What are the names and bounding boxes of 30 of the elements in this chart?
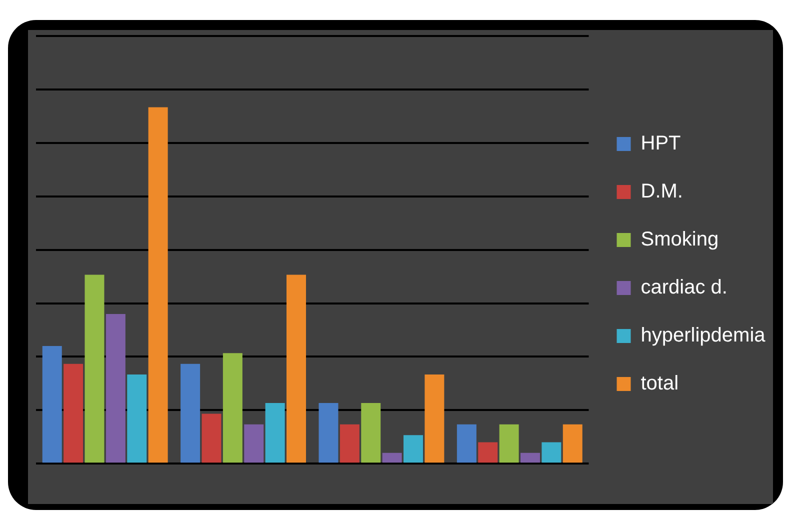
bar xyxy=(562,424,582,463)
legend-label: HPT xyxy=(640,132,681,155)
legend-label: hyperlipdemia xyxy=(640,324,766,347)
bar xyxy=(148,107,168,463)
legend-label: D.M. xyxy=(640,180,683,203)
bar xyxy=(361,403,381,463)
bar xyxy=(424,374,444,463)
bar xyxy=(127,374,147,463)
legend-label: cardiac d. xyxy=(640,276,728,299)
bar xyxy=(318,403,338,463)
bar xyxy=(404,435,423,463)
bar xyxy=(499,424,519,463)
bar xyxy=(84,274,104,463)
legend-label: Smoking xyxy=(640,228,719,251)
legend-label: total xyxy=(640,372,679,395)
bar xyxy=(286,274,306,463)
bar xyxy=(340,424,360,463)
bar xyxy=(456,424,476,463)
bar xyxy=(265,403,285,463)
bar xyxy=(202,414,222,463)
bar xyxy=(542,442,562,463)
bar xyxy=(222,353,242,463)
bar xyxy=(64,364,84,463)
bar xyxy=(106,314,126,463)
bar xyxy=(42,346,62,463)
bar xyxy=(478,442,498,463)
bar xyxy=(180,364,200,463)
bar xyxy=(520,452,540,463)
bar xyxy=(382,452,402,463)
bar xyxy=(244,424,264,463)
